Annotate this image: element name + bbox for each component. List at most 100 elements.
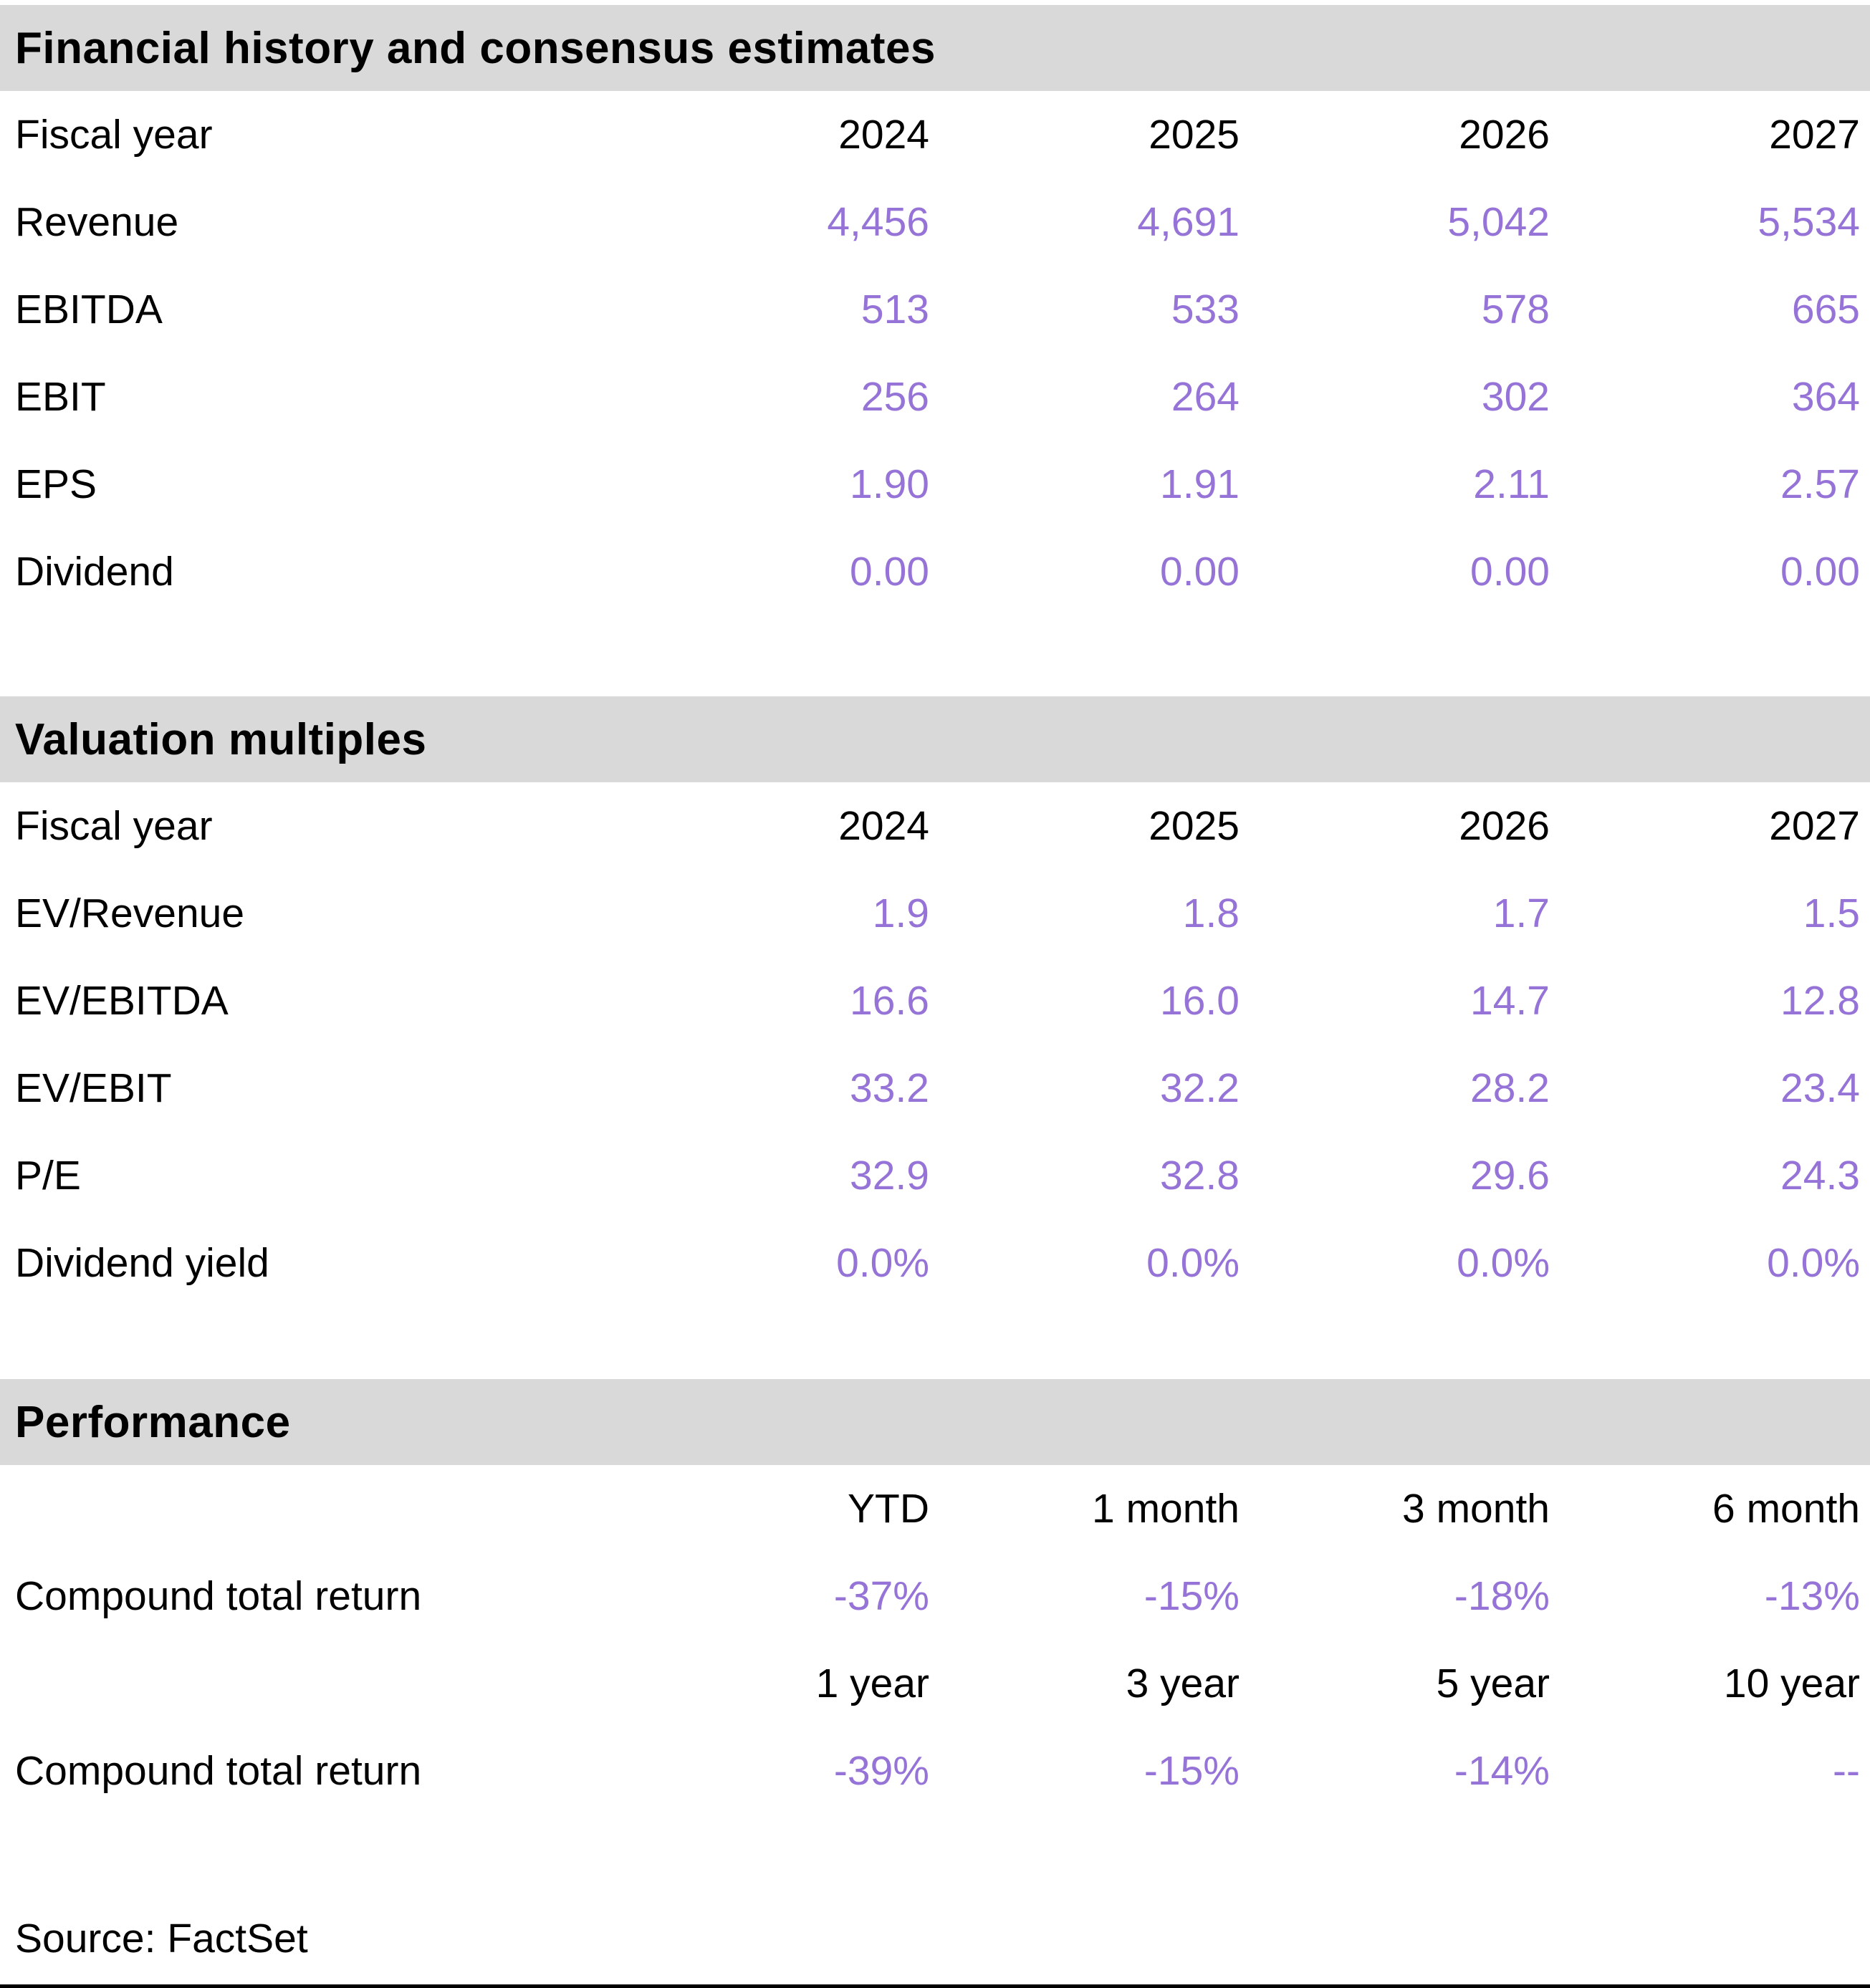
value-cell: 0.00 (1780, 549, 1860, 595)
period-column-header: 10 year (1723, 1661, 1860, 1706)
period-column-header: 1 month (1092, 1486, 1240, 1532)
fiscal-year-label: Fiscal year (15, 803, 213, 849)
value-cell: 0.0% (1457, 1240, 1550, 1286)
value-cell: 16.0 (1160, 978, 1240, 1024)
value-cell: 4,691 (1137, 199, 1240, 245)
row-label: EBITDA (15, 287, 163, 332)
source-attribution: Source: FactSet (0, 1895, 1870, 1982)
value-cell: 1.8 (1182, 890, 1240, 936)
value-cell: 32.9 (850, 1153, 929, 1199)
value-cell: 32.2 (1160, 1065, 1240, 1111)
year-column-header: 2024 (838, 112, 929, 158)
year-column-header: 2027 (1769, 112, 1860, 158)
section-header-performance: Performance (0, 1379, 1870, 1465)
value-cell: 24.3 (1780, 1153, 1860, 1199)
section-header-valuation-multiples: Valuation multiples (0, 696, 1870, 782)
table-row-compound-total-return-short: Compound total return -37% -15% -18% -13… (0, 1552, 1870, 1640)
value-cell: 29.6 (1470, 1153, 1550, 1199)
value-cell: 2.57 (1780, 461, 1860, 507)
table-row-ebit: EBIT 256 264 302 364 (0, 353, 1870, 441)
row-label: EV/Revenue (15, 890, 245, 936)
table-row-ev-revenue: EV/Revenue 1.9 1.8 1.7 1.5 (0, 870, 1870, 957)
table-row-eps: EPS 1.90 1.91 2.11 2.57 (0, 441, 1870, 528)
value-cell: 513 (860, 287, 929, 332)
value-cell: -13% (1764, 1573, 1860, 1619)
period-column-header: 3 year (1126, 1661, 1240, 1706)
year-column-header: 2025 (1149, 803, 1240, 849)
value-cell: 533 (1171, 287, 1240, 332)
value-cell: 16.6 (850, 978, 929, 1024)
section-title: Valuation multiples (15, 714, 427, 764)
value-cell: 28.2 (1470, 1065, 1550, 1111)
table-row-pe: P/E 32.9 32.8 29.6 24.3 (0, 1132, 1870, 1219)
row-label: EBIT (15, 374, 106, 420)
section-header-financial-history: Financial history and consensus estimate… (0, 5, 1870, 91)
table-row-ev-ebitda: EV/EBITDA 16.6 16.0 14.7 12.8 (0, 957, 1870, 1045)
section-gap (0, 1307, 1870, 1379)
value-cell: 5,042 (1447, 199, 1550, 245)
value-cell: 665 (1791, 287, 1860, 332)
value-cell: 5,534 (1758, 199, 1860, 245)
table-row-revenue: Revenue 4,456 4,691 5,042 5,534 (0, 178, 1870, 266)
source-text: Source: FactSet (15, 1916, 308, 1961)
value-cell: -39% (833, 1748, 929, 1794)
value-cell: -18% (1454, 1573, 1550, 1619)
table-row-ev-ebit: EV/EBIT 33.2 32.2 28.2 23.4 (0, 1045, 1870, 1132)
section-title: Performance (15, 1397, 291, 1447)
value-cell: 23.4 (1780, 1065, 1860, 1111)
year-column-header: 2026 (1459, 803, 1550, 849)
period-column-header: 3 month (1402, 1486, 1550, 1532)
fiscal-year-header-row: Fiscal year 2024 2025 2026 2027 (0, 782, 1870, 870)
value-cell: 33.2 (850, 1065, 929, 1111)
value-cell: 264 (1171, 374, 1240, 420)
year-column-header: 2027 (1769, 803, 1860, 849)
value-cell: 1.7 (1492, 890, 1550, 936)
value-cell: 0.00 (1160, 549, 1240, 595)
value-cell: 0.00 (1470, 549, 1550, 595)
table-row-ebitda: EBITDA 513 533 578 665 (0, 266, 1870, 353)
value-cell: 0.0% (1146, 1240, 1240, 1286)
value-cell: -14% (1454, 1748, 1550, 1794)
year-column-header: 2024 (838, 803, 929, 849)
section-title: Financial history and consensus estimate… (15, 23, 936, 73)
table-row-dividend: Dividend 0.00 0.00 0.00 0.00 (0, 528, 1870, 615)
value-cell: 1.91 (1160, 461, 1240, 507)
value-cell: 1.90 (850, 461, 929, 507)
performance-period-header-row: 1 year 3 year 5 year 10 year (0, 1640, 1870, 1727)
value-cell: 578 (1481, 287, 1550, 332)
period-column-header: YTD (848, 1486, 929, 1532)
fiscal-year-label: Fiscal year (15, 112, 213, 158)
row-label: EPS (15, 461, 97, 507)
period-column-header: 6 month (1712, 1486, 1860, 1532)
value-cell: 364 (1791, 374, 1860, 420)
table-row-dividend-yield: Dividend yield 0.0% 0.0% 0.0% 0.0% (0, 1219, 1870, 1307)
year-column-header: 2026 (1459, 112, 1550, 158)
section-gap (0, 615, 1870, 696)
value-cell: -37% (833, 1573, 929, 1619)
performance-period-header-row: YTD 1 month 3 month 6 month (0, 1465, 1870, 1552)
period-column-header: 5 year (1436, 1661, 1550, 1706)
value-cell: -15% (1143, 1748, 1240, 1794)
value-cell: 256 (860, 374, 929, 420)
footer-gap (0, 1815, 1870, 1895)
top-spacer (0, 0, 1870, 5)
value-cell: 0.00 (850, 549, 929, 595)
value-cell: 0.0% (1767, 1240, 1860, 1286)
row-label: Dividend yield (15, 1240, 269, 1286)
value-cell: -15% (1143, 1573, 1240, 1619)
year-column-header: 2025 (1149, 112, 1240, 158)
row-label: EV/EBIT (15, 1065, 172, 1111)
row-label: Compound total return (15, 1748, 422, 1794)
value-cell: 2.11 (1473, 461, 1550, 507)
period-column-header: 1 year (815, 1661, 929, 1706)
value-cell: 14.7 (1470, 978, 1550, 1024)
row-label: Compound total return (15, 1573, 422, 1619)
row-label: P/E (15, 1153, 81, 1199)
row-label: Revenue (15, 199, 179, 245)
value-cell: 32.8 (1160, 1153, 1240, 1199)
value-cell: -- (1833, 1748, 1860, 1794)
value-cell: 302 (1481, 374, 1550, 420)
table-row-compound-total-return-long: Compound total return -39% -15% -14% -- (0, 1727, 1870, 1815)
fiscal-year-header-row: Fiscal year 2024 2025 2026 2027 (0, 91, 1870, 178)
